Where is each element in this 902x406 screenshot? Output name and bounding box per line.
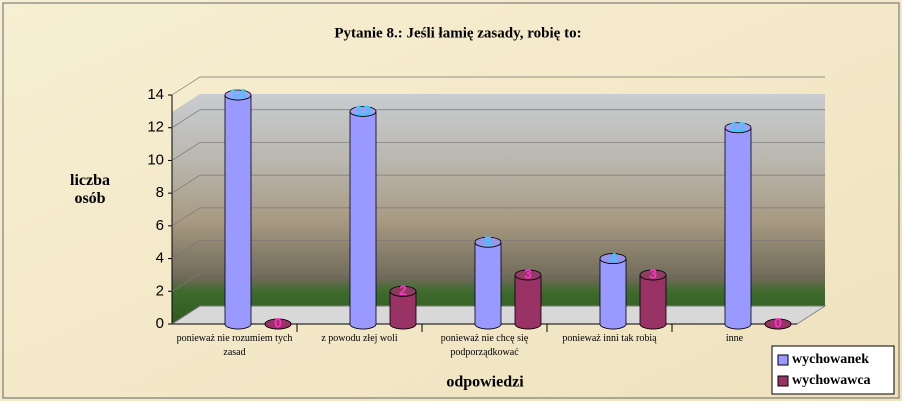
bar-top	[514, 269, 542, 281]
bar-top	[764, 318, 792, 330]
legend-label: wychowanek	[792, 352, 869, 367]
x-tick-label: ponieważ inni tak robią	[562, 333, 657, 344]
y-tick-label: 6	[156, 217, 164, 234]
data-label: 12	[730, 118, 746, 134]
y-tick-label: 0	[156, 315, 164, 332]
legend-label: wychowawca	[792, 373, 871, 388]
grid-line	[171, 240, 825, 259]
legend	[771, 345, 895, 395]
x-tick-label: ponieważ nie chcę się podporządkować	[440, 333, 529, 358]
x-tick-label-box: ponieważ nie chcę się podporządkować	[440, 333, 529, 358]
y-tick-label: 10	[147, 151, 164, 168]
grid-line	[171, 76, 825, 96]
y-tick-label: 14	[147, 86, 164, 103]
data-label: 14	[230, 86, 246, 102]
x-axis-label: odpowiedzi	[446, 374, 524, 391]
data-label: 2	[399, 282, 407, 298]
y-axis-label: liczba osób	[70, 172, 110, 207]
x-tick-label: z powodu złej woli	[321, 333, 398, 344]
x-tick-label-box: ponieważ inni tak robią	[562, 333, 657, 344]
bar-top	[389, 285, 417, 297]
legend-swatch	[777, 375, 789, 387]
bar-top	[639, 269, 667, 281]
bar-top	[224, 89, 252, 101]
bar	[639, 274, 667, 330]
plot-background	[172, 94, 825, 324]
bar-top	[349, 105, 377, 117]
grid-line	[171, 109, 825, 129]
bar-top	[474, 236, 502, 248]
y-tick-label: 12	[147, 119, 164, 136]
legend-swatch	[777, 354, 789, 366]
x-tick-label-box: inne	[725, 333, 744, 344]
y-tick-label: 8	[156, 184, 164, 201]
frame	[2, 2, 900, 399]
bar-top	[599, 253, 627, 264]
data-label: 0	[274, 315, 282, 331]
data-label: 3	[649, 266, 657, 282]
data-label: 3	[524, 266, 532, 282]
y-axis-label-box: liczba osób	[70, 172, 110, 207]
data-label: 4	[609, 249, 617, 265]
bar	[599, 258, 627, 330]
bar-top	[724, 122, 752, 134]
x-tick-label: ponieważ nie rozumiem tych zasad	[176, 333, 293, 358]
data-label: 5	[484, 233, 492, 249]
x-tick-label: inne	[725, 333, 744, 344]
y-tick-label: 4	[156, 250, 164, 267]
bar	[724, 127, 752, 330]
chart-title: Pytanie 8.: Jeśli łamię zasady, robię to…	[334, 25, 581, 41]
grid-line	[171, 207, 825, 227]
bar	[224, 94, 252, 330]
y-tick-label: 2	[156, 282, 164, 299]
bar	[514, 274, 542, 330]
x-tick-label-box: ponieważ nie rozumiem tych zasad	[176, 333, 293, 358]
data-label: 0	[774, 315, 782, 331]
grid-line	[171, 142, 825, 161]
bar	[349, 111, 377, 330]
grid-line	[171, 174, 825, 194]
bar-top	[264, 318, 292, 330]
bar	[474, 242, 502, 330]
data-label: 13	[355, 102, 371, 118]
x-tick-label-box: z powodu złej woli	[321, 333, 398, 344]
